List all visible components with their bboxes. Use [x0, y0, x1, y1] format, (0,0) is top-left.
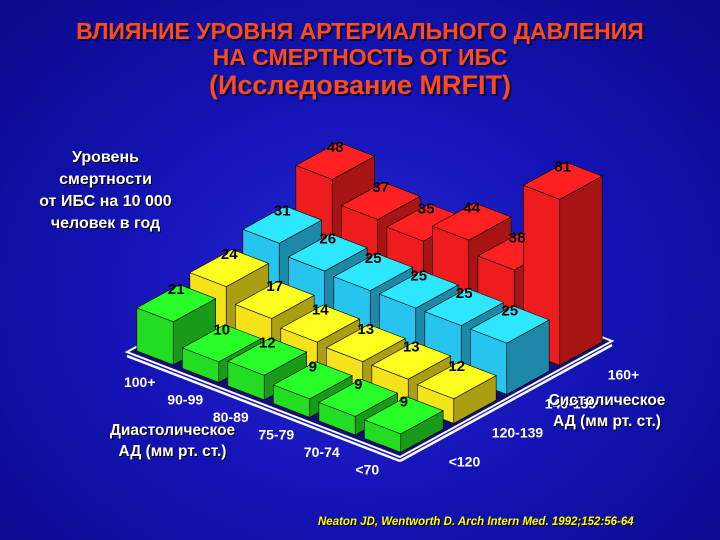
bar-top-face — [227, 337, 308, 376]
data-label-3-2: 25 — [410, 268, 427, 285]
diastolic-axis-label: Диастолическое АД (мм рт. ст.) — [109, 422, 236, 460]
diastolic-tick-label: <70 — [355, 461, 379, 477]
bar-top-face — [325, 324, 406, 363]
data-label-5-1: 12 — [448, 358, 465, 375]
data-label-0-0: 21 — [168, 281, 185, 298]
bar-top-face — [136, 284, 217, 323]
data-label-4-2: 25 — [456, 285, 473, 302]
bar-top-face — [295, 141, 376, 180]
bar-top-face — [431, 202, 512, 241]
bar-top-face — [416, 361, 497, 400]
data-label-2-2: 25 — [365, 250, 382, 267]
data-label-0-3: 48 — [327, 139, 344, 156]
bar-top-face — [181, 324, 262, 363]
data-label-3-3: 44 — [463, 200, 480, 217]
data-label-1-0: 10 — [213, 321, 230, 338]
data-label-2-3: 35 — [418, 201, 435, 218]
bar-top-face — [378, 270, 459, 309]
bar-top-face — [242, 205, 323, 244]
systolic-tick-label: 120-139 — [492, 425, 544, 441]
bar-top-face — [280, 304, 361, 343]
bar-top-face — [287, 233, 368, 272]
diastolic-tick-label: 70-74 — [304, 444, 340, 460]
bar-5-0 — [363, 396, 444, 453]
bar-top-face — [424, 288, 505, 326]
systolic-axis-line — [399, 343, 613, 463]
data-label-0-2: 31 — [274, 203, 291, 220]
diastolic-tick-label: 75-79 — [258, 426, 294, 442]
data-label-5-2: 25 — [501, 303, 518, 320]
data-label-5-3: 81 — [554, 159, 571, 176]
data-label-1-2: 26 — [319, 230, 336, 247]
bar-side-face — [559, 175, 603, 366]
y-axis-label: Уровень смертности от ИБС на 10 000 чело… — [39, 149, 172, 232]
bar-top-face — [371, 341, 452, 380]
data-label-3-0: 9 — [309, 358, 317, 375]
title-line-1: ВЛИЯНИЕ УРОВНЯ АРТЕРИАЛЬНОГО ДАВЛЕНИЯ — [76, 18, 644, 44]
bar-top-face — [522, 161, 603, 200]
bar-top-face — [189, 249, 270, 287]
source-citation: Neaton JD, Wentworth D. Arch Intern Med.… — [318, 516, 634, 528]
bar-top-face — [234, 280, 315, 319]
data-label-5-0: 9 — [400, 393, 408, 410]
data-label-4-3: 38 — [509, 229, 526, 246]
bar-top-face — [333, 253, 414, 291]
systolic-tick-label: 140-159 — [545, 396, 597, 412]
bar-top-face — [340, 181, 421, 220]
data-label-4-0: 9 — [354, 376, 362, 393]
subtitle: (Исследование MRFIT) — [208, 70, 512, 100]
data-label-2-0: 12 — [259, 335, 276, 352]
data-label-3-1: 13 — [357, 321, 374, 338]
data-label-1-1: 17 — [266, 278, 283, 295]
diastolic-tick-label: 90-99 — [167, 391, 203, 407]
data-label-1-3: 37 — [372, 179, 389, 196]
diastolic-axis-line — [126, 354, 401, 463]
systolic-tick-label: 160+ — [608, 367, 640, 383]
bar-top-face — [318, 378, 399, 417]
bar-top-face — [272, 361, 353, 400]
diastolic-tick-label: 100+ — [124, 374, 156, 390]
systolic-axis-label: Систолическое АД (мм рт. ст.) — [548, 392, 666, 430]
diastolic-tick-label: 80-89 — [213, 409, 249, 425]
bar-5-1 — [416, 361, 497, 424]
data-label-2-1: 14 — [312, 302, 329, 319]
bar-5-2 — [469, 305, 550, 395]
title-line-2: НА СМЕРТНОСТЬ ОТ ИБС — [212, 44, 508, 70]
systolic-tick-label: <120 — [449, 454, 481, 470]
data-label-0-1: 24 — [221, 246, 238, 263]
data-label-4-1: 13 — [403, 339, 420, 356]
bar-top-face — [469, 305, 550, 344]
bar-top-face — [363, 396, 444, 435]
